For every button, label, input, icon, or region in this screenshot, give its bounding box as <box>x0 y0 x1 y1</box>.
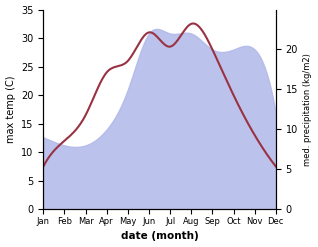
X-axis label: date (month): date (month) <box>121 231 198 242</box>
Y-axis label: max temp (C): max temp (C) <box>5 76 16 143</box>
Y-axis label: med. precipitation (kg/m2): med. precipitation (kg/m2) <box>303 53 313 166</box>
